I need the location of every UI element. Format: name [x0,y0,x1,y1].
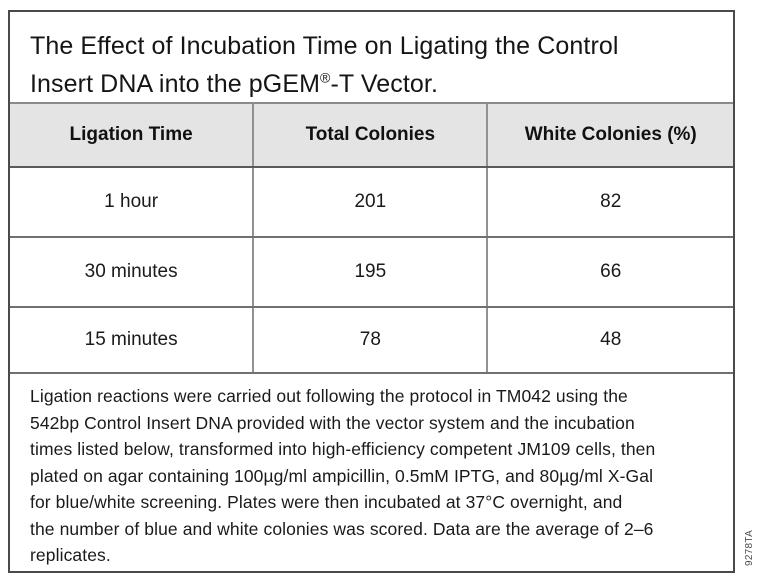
table-title-line1: The Effect of Incubation Time on Ligatin… [30,32,619,60]
table-title-line2-post: -T Vector. [330,70,438,98]
table-row: 30 minutes 195 66 [10,238,733,308]
cell-total-colonies: 201 [252,168,486,236]
cell-ligation-time: 1 hour [104,191,159,212]
column-header-ligation-time: Ligation Time [69,124,193,145]
table-header-row: Ligation Time Total Colonies White Colon… [10,104,733,168]
cell-total-colonies: 195 [252,238,486,306]
table-footnote: Ligation reactions were carried out foll… [30,386,656,565]
cell-white-colonies-pct: 82 [486,168,733,236]
cell-white-colonies-pct: 48 [486,308,733,372]
artwork-number: 9278TA [744,529,755,567]
table-row: 1 hour 201 82 [10,168,733,238]
column-header-total-colonies: Total Colonies [252,104,486,166]
cell-ligation-time: 30 minutes [84,261,178,282]
table-title-line2-pre: Insert DNA into the pGEM [30,70,321,98]
cell-white-colonies-pct: 66 [486,238,733,306]
table-row: 15 minutes 78 48 [10,308,733,374]
registered-trademark-symbol: ® [320,69,331,86]
table-title: The Effect of Incubation Time on Ligatin… [10,12,733,104]
cell-total-colonies: 78 [252,308,486,372]
cell-ligation-time: 15 minutes [84,329,178,350]
column-header-white-colonies-pct: White Colonies (%) [486,104,733,166]
ligation-results-table: The Effect of Incubation Time on Ligatin… [8,10,735,573]
